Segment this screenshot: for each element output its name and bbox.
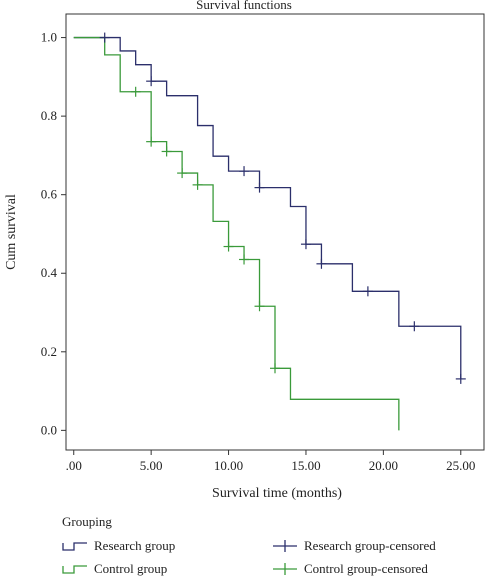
legend-step-icon-research	[62, 542, 87, 551]
y-tick-label: 0.4	[41, 265, 58, 280]
control-censor-mark	[223, 241, 234, 252]
chart-title: Survival functions	[196, 0, 292, 12]
control-censor-mark	[161, 146, 172, 157]
y-tick-label: 0.6	[41, 187, 58, 202]
legend-censor-icon-research	[273, 540, 297, 552]
control-group-line	[73, 36, 400, 431]
legend-title: Grouping	[62, 514, 112, 529]
x-tick-label: 25.00	[446, 458, 475, 473]
x-tick-label: 10.00	[214, 458, 243, 473]
legend-item-research-censored: Research group-censored	[272, 538, 436, 554]
legend-item-control-censored: Control group-censored	[272, 561, 428, 577]
x-tick-label: .00	[66, 458, 82, 473]
y-tick-label: 1.0	[41, 30, 57, 45]
legend-step-icon-control	[62, 565, 87, 574]
y-tick-label: 0.2	[41, 344, 57, 359]
research-censor-mark	[362, 286, 373, 297]
y-tick-label: 0.0	[41, 422, 57, 437]
legend-censor-icon-control	[273, 563, 297, 575]
research-censor-mark	[146, 76, 157, 87]
y-tick-label: 0.8	[41, 108, 57, 123]
research-censor-mark	[455, 373, 466, 384]
legend-item-control-group: Control group	[62, 561, 167, 577]
research-censor-mark	[409, 321, 420, 332]
legend-label-research-group: Research group	[94, 538, 176, 553]
control-censor-mark	[192, 179, 203, 190]
x-axis-label: Survival time (months)	[212, 486, 342, 501]
research-censor-mark	[254, 182, 265, 193]
survival-chart: .00 5.00 10.00 15.00 20.00 25.00 0.0 0.2 0.4 0.6 0…	[4, 13, 485, 501]
control-censor-mark	[130, 86, 141, 97]
legend-label-research-censored: Research group-censored	[304, 538, 436, 553]
control-censor-mark	[270, 363, 280, 374]
research-censor-mark	[239, 166, 250, 177]
x-tick-label: 5.00	[140, 458, 163, 473]
control-censor-mark	[239, 254, 250, 265]
x-tick-label: 15.00	[291, 458, 320, 473]
legend-item-research-group: Research group	[62, 538, 175, 554]
research-censor-mark	[316, 258, 327, 269]
y-axis-label: Cum survival	[4, 194, 19, 270]
plot-frame	[65, 13, 485, 451]
legend-label-control-group: Control group	[94, 561, 168, 576]
control-censor-mark	[254, 301, 265, 312]
research-censor-mark	[300, 239, 311, 250]
control-censor-mark	[177, 168, 188, 179]
research-censor-mark	[99, 32, 110, 43]
x-tick-label: 20.00	[369, 458, 398, 473]
research-group-line	[73, 36, 462, 379]
control-censor-mark	[146, 136, 157, 147]
legend-label-control-censored: Control group-censored	[304, 561, 428, 576]
